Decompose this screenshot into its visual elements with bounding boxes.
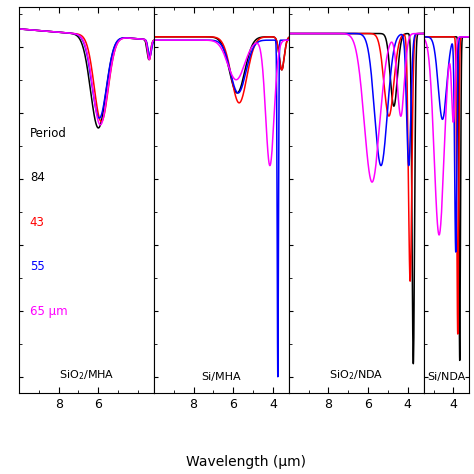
Text: Si/MHA: Si/MHA (201, 372, 241, 382)
Text: 43: 43 (30, 216, 45, 229)
Text: SiO$_2$/MHA: SiO$_2$/MHA (59, 368, 114, 382)
Text: SiO$_2$/NDA: SiO$_2$/NDA (329, 368, 383, 382)
Text: Period: Period (30, 127, 67, 140)
Text: 65 μm: 65 μm (30, 305, 67, 318)
Text: 84: 84 (30, 171, 45, 184)
Text: Wavelength (μm): Wavelength (μm) (186, 455, 307, 469)
Text: Si/NDA: Si/NDA (428, 372, 465, 382)
Text: 55: 55 (30, 260, 45, 273)
